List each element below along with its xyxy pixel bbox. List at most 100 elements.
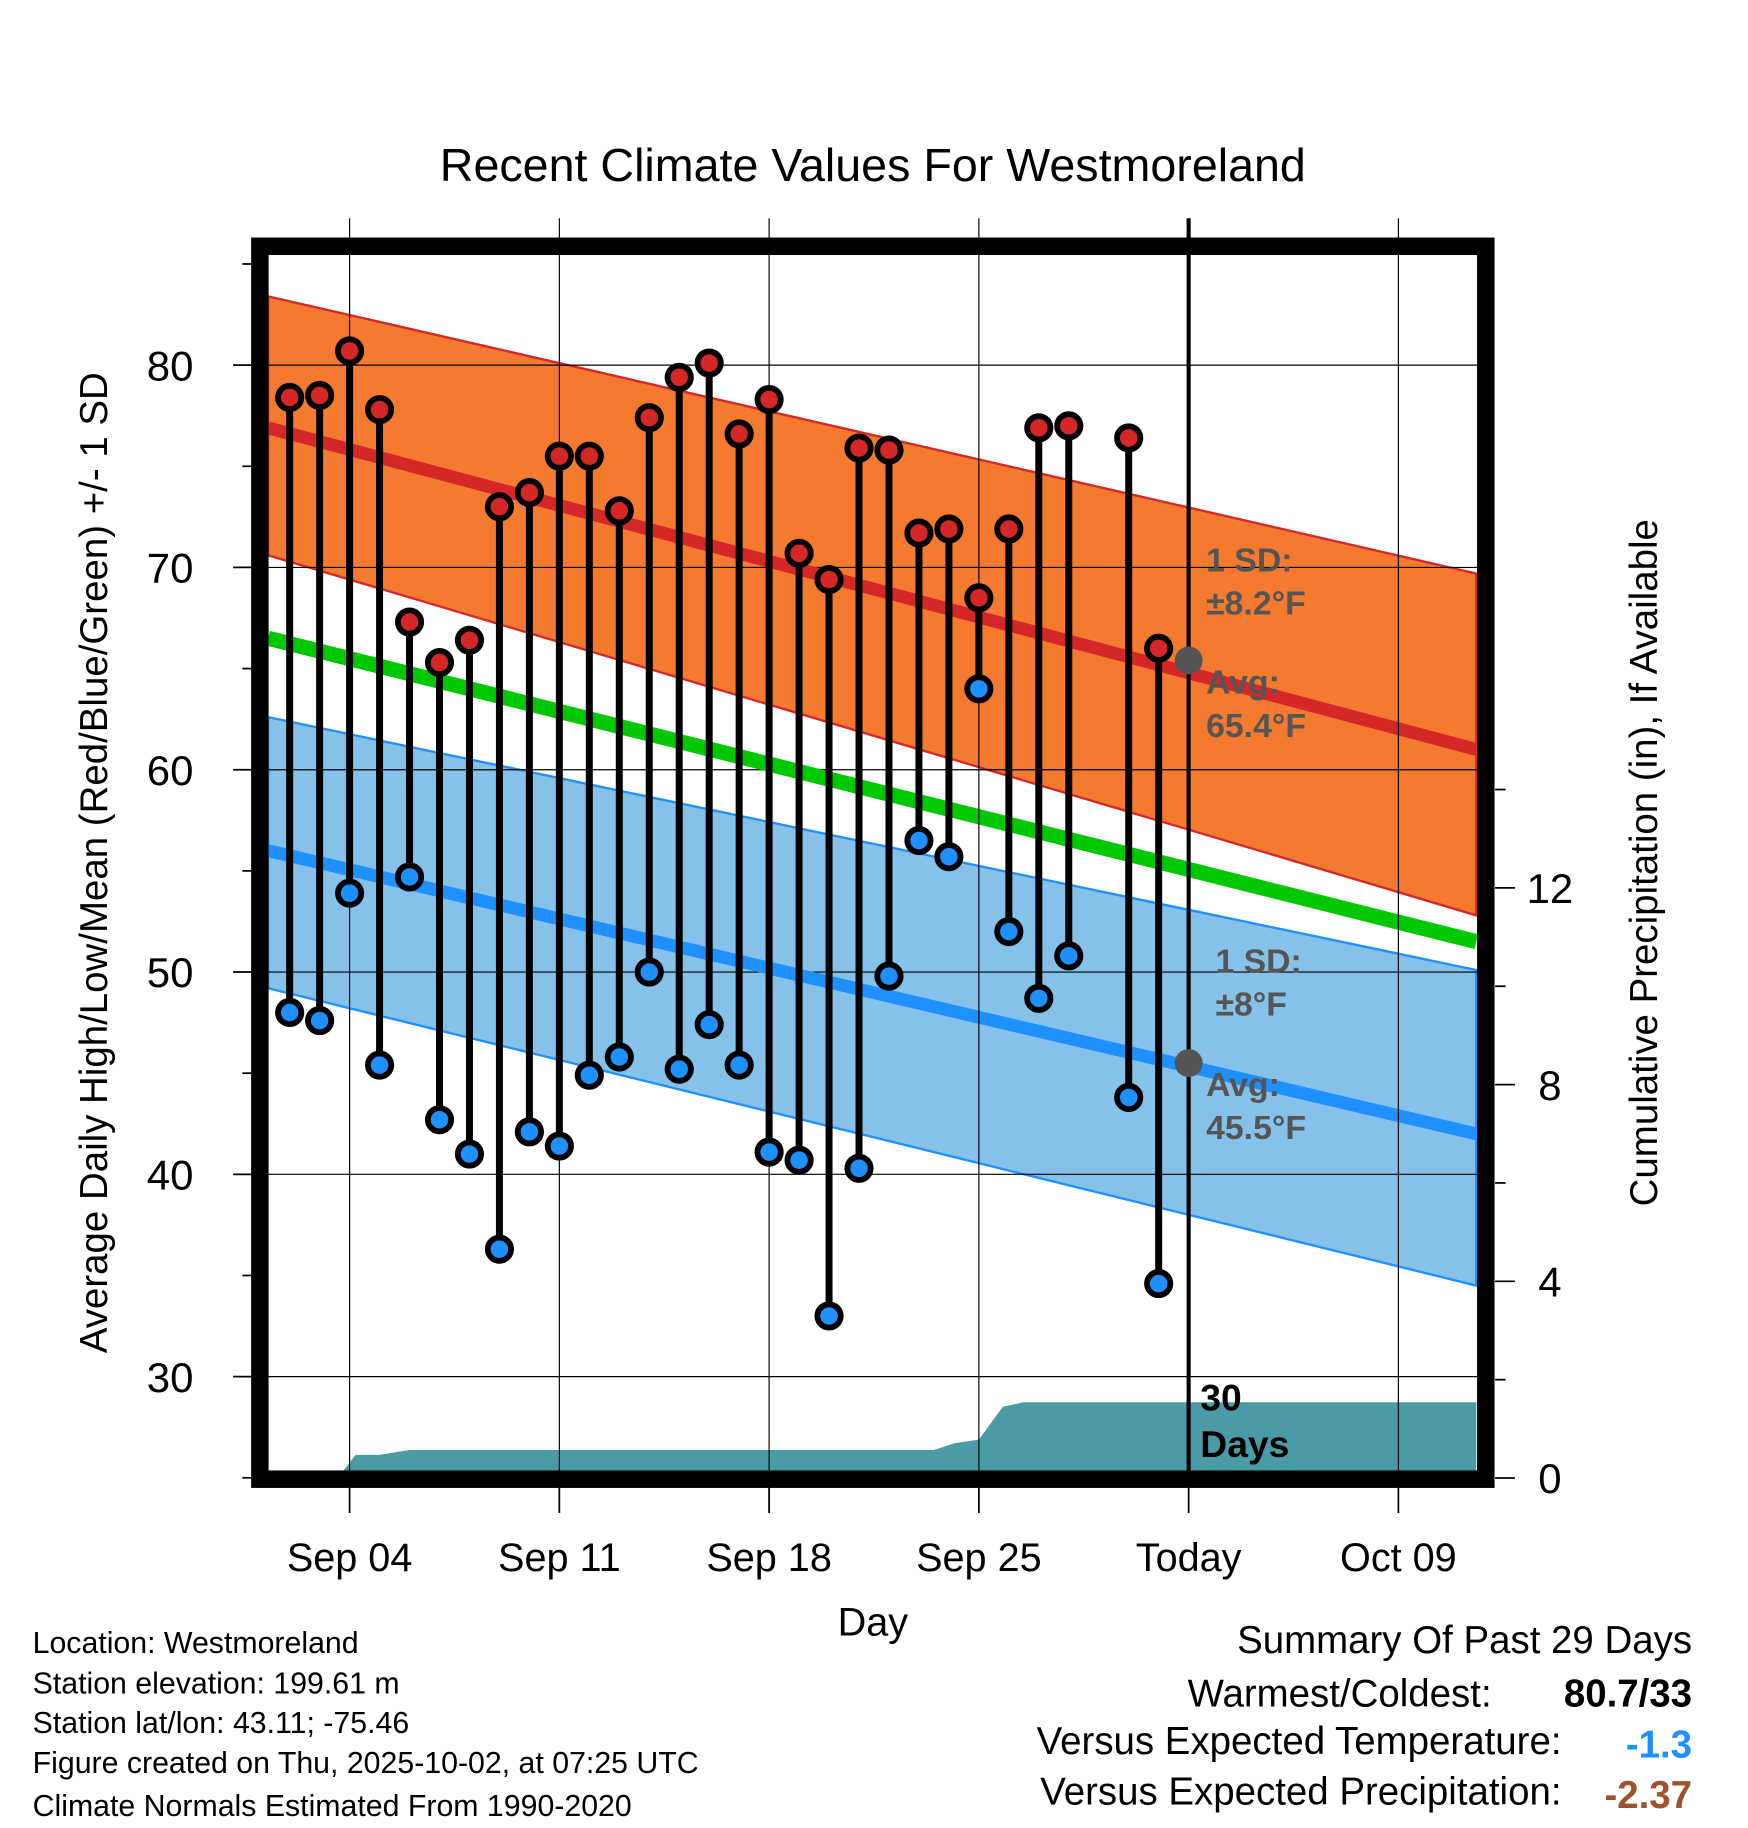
high-point [454, 625, 485, 655]
y2-tick-label: 12 [1527, 865, 1574, 912]
high-point [724, 419, 754, 449]
low-point [1144, 1269, 1174, 1299]
high-point [424, 647, 455, 678]
high-point [514, 478, 544, 508]
low-point [694, 1010, 724, 1040]
high-point [574, 441, 604, 471]
x-tick-label: Sep 04 [287, 1536, 413, 1580]
high-point [335, 336, 365, 366]
annotation-high-avg-value: 65.4°F [1206, 707, 1306, 745]
low-point [1054, 941, 1084, 971]
low-point [874, 961, 904, 991]
high-normal-line [268, 421, 1478, 756]
high-avg-marker [1174, 646, 1203, 675]
low-point [814, 1301, 844, 1331]
low-point [484, 1234, 514, 1264]
high-point [275, 382, 305, 413]
high-point [634, 403, 664, 433]
high-point [394, 607, 425, 637]
y-tick-label: 70 [147, 545, 194, 592]
y2-tick-label: 4 [1538, 1258, 1561, 1305]
precip-days-word: Days [1200, 1423, 1289, 1465]
summary-warm-cold-label: Warmest/Coldest: [1188, 1672, 1492, 1715]
high-point [664, 362, 694, 392]
plot-area [268, 295, 1478, 1472]
chart-title: Recent Climate Values For Westmoreland [440, 139, 1306, 191]
high-point [934, 514, 964, 544]
footer-location: Location: Westmoreland [33, 1627, 359, 1660]
high-point [964, 583, 994, 613]
high-point [305, 380, 335, 411]
low-point [964, 674, 994, 704]
low-point [784, 1145, 814, 1175]
low-point [275, 997, 305, 1028]
y-tick-label: 50 [147, 949, 194, 996]
low-avg-marker [1174, 1049, 1203, 1078]
summary-title: Summary Of Past 29 Days [1237, 1619, 1692, 1662]
summary: Summary Of Past 29 Days Warmest/Coldest:… [1037, 1619, 1692, 1817]
x-tick-label: Sep 18 [706, 1536, 832, 1580]
low-point [904, 825, 934, 856]
high-point [1114, 423, 1144, 453]
x-tick-label: Sep 11 [498, 1536, 621, 1580]
low-point [424, 1105, 455, 1135]
y2-tick-label: 8 [1538, 1062, 1561, 1109]
low-point [724, 1050, 754, 1080]
high-point [844, 433, 874, 463]
x-tick-label: Today [1136, 1536, 1242, 1580]
precip-days-number: 30 [1200, 1376, 1241, 1418]
y-tick-label: 30 [147, 1354, 194, 1401]
annotation-low-sd-label: 1 SD: [1215, 942, 1301, 980]
high-point [484, 492, 514, 522]
footer-created: Figure created on Thu, 2025-10-02, at 07… [33, 1747, 699, 1780]
low-point [844, 1153, 874, 1183]
high-point [1024, 413, 1054, 443]
high-point [814, 565, 844, 595]
low-point [1114, 1082, 1144, 1113]
y2-tick-label: 0 [1538, 1455, 1561, 1502]
x-tick-label: Sep 25 [916, 1536, 1042, 1580]
x-tick-label: Oct 09 [1340, 1536, 1457, 1580]
annotation-low-avg-label: Avg: [1206, 1066, 1280, 1104]
summary-precip-label: Versus Expected Precipitation: [1040, 1770, 1561, 1813]
low-point [514, 1117, 544, 1147]
low-point [604, 1042, 634, 1072]
footer-info: Location: Westmoreland Station elevation… [33, 1627, 699, 1823]
high-point [1144, 633, 1174, 663]
low-point [574, 1060, 604, 1090]
high-point [544, 441, 574, 471]
low-point [305, 1006, 335, 1036]
high-point [364, 395, 395, 425]
high-point [694, 348, 724, 378]
low-point [634, 957, 664, 987]
y-tick-label: 80 [147, 342, 194, 389]
high-point [994, 514, 1024, 544]
plot-frame [251, 237, 1495, 1488]
low-point [934, 842, 964, 872]
x-axis-label: Day [838, 1600, 909, 1644]
precip-area [343, 1402, 1477, 1472]
high-point [754, 384, 784, 415]
y-axis-label: Average Daily High/Low/Mean (Red/Blue/Gr… [73, 372, 116, 1353]
summary-precip-value: -2.37 [1604, 1774, 1692, 1817]
summary-temp-label: Versus Expected Temperature: [1037, 1720, 1562, 1763]
low-point [454, 1139, 485, 1169]
y-tick-label: 60 [147, 747, 194, 794]
annotation-low-sd-value: ±8°F [1215, 985, 1286, 1023]
footer-normals: Climate Normals Estimated From 1990-2020 [33, 1790, 632, 1823]
high-point [604, 496, 634, 526]
annotation-high-sd-value: ±8.2°F [1206, 585, 1306, 623]
low-point [664, 1054, 694, 1084]
annotation-high-sd-label: 1 SD: [1206, 541, 1292, 579]
low-point [544, 1131, 574, 1161]
high-point [1054, 411, 1084, 441]
high-point [874, 435, 904, 465]
low-point [1024, 983, 1054, 1013]
footer-latlon: Station lat/lon: 43.11; -75.46 [33, 1707, 410, 1740]
y2-axis-label: Cumulative Precipitation (in), If Availa… [1623, 519, 1666, 1206]
high-point [784, 538, 814, 568]
annotation-low-avg-value: 45.5°F [1206, 1109, 1306, 1147]
low-point [394, 862, 425, 892]
low-point [335, 878, 365, 908]
